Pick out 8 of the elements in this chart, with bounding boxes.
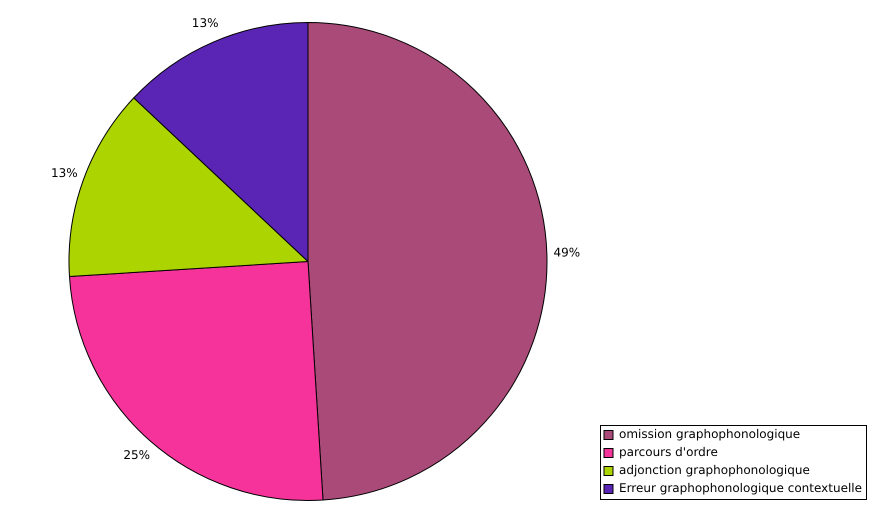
legend-label: Erreur graphophonologique contextuelle (618, 481, 862, 496)
data-label: 13% (192, 16, 218, 30)
legend-label: omission graphophonologique (618, 427, 800, 442)
data-label: 25% (123, 448, 150, 462)
legend-label: parcours d'ordre (618, 445, 718, 460)
legend-label: adjonction graphophonologique (618, 463, 810, 478)
data-label: 13% (50, 166, 78, 180)
data-label: 49% (554, 245, 580, 260)
